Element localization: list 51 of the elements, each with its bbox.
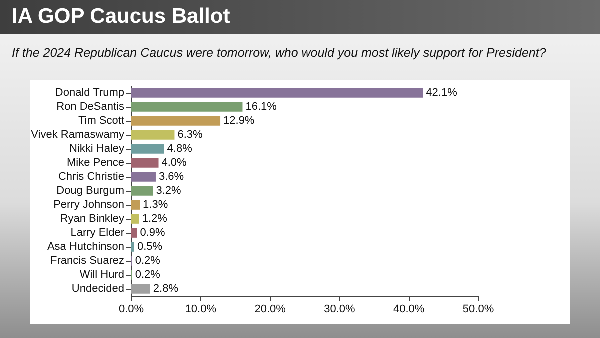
y-tick-label: Vivek Ramaswamy (31, 129, 125, 141)
data-label: 3.6% (158, 171, 184, 183)
data-label: 12.9% (224, 115, 255, 127)
data-label: 16.1% (246, 101, 278, 113)
data-label: 1.2% (142, 213, 168, 225)
y-tick-label: Will Hurd (80, 269, 124, 281)
bar (131, 102, 243, 112)
bar (131, 158, 159, 168)
bar (131, 214, 140, 224)
y-tick-label: Asa Hutchinson (47, 241, 124, 253)
bar (131, 130, 175, 140)
x-tick-label: 30.0% (324, 304, 356, 316)
y-tick-label: Nikki Haley (69, 143, 125, 155)
data-label: 6.3% (178, 129, 204, 141)
y-tick-label: Tim Scott (78, 115, 124, 127)
y-tick-label: Mike Pence (67, 157, 124, 169)
data-label: 1.3% (143, 199, 168, 211)
bar (131, 116, 221, 126)
data-label: 0.2% (135, 269, 161, 281)
x-tick-label: 20.0% (254, 304, 286, 316)
data-label: 4.8% (167, 143, 193, 155)
y-tick-label: Perry Johnson (54, 199, 124, 211)
y-tick-label: Francis Suarez (50, 255, 124, 267)
bar (131, 144, 164, 154)
data-label: 4.0% (162, 157, 188, 169)
x-tick-label: 10.0% (185, 304, 217, 316)
bar (131, 242, 134, 252)
y-tick-label: Doug Burgum (56, 185, 124, 197)
x-tick-label: 0.0% (118, 304, 144, 316)
y-tick-label: Ron DeSantis (56, 101, 125, 113)
y-tick-label: Ryan Binkley (60, 213, 125, 225)
chart-title: IA GOP Caucus Ballot (0, 0, 600, 34)
data-label: 2.8% (153, 283, 179, 295)
bar (131, 200, 140, 210)
bar (131, 284, 150, 294)
bar (131, 228, 138, 238)
x-tick-label: 40.0% (394, 304, 425, 316)
y-tick-label: Undecided (72, 283, 124, 295)
x-tick-label: 50.0% (462, 304, 494, 316)
data-label: 0.9% (140, 227, 166, 239)
bar (131, 172, 156, 182)
data-label: 3.2% (156, 185, 182, 197)
y-tick-label: Larry Elder (70, 227, 125, 239)
data-label: 0.2% (135, 255, 161, 267)
data-label: 0.5% (137, 241, 163, 253)
data-label: 42.1% (426, 87, 458, 99)
chart-subtitle: If the 2024 Republican Caucus were tomorrow, who would you most likely support for President? (11, 45, 548, 62)
bar (131, 186, 154, 196)
bar (131, 88, 424, 98)
y-tick-label: Donald Trump (55, 87, 124, 99)
y-tick-label: Chris Christie (58, 171, 124, 183)
